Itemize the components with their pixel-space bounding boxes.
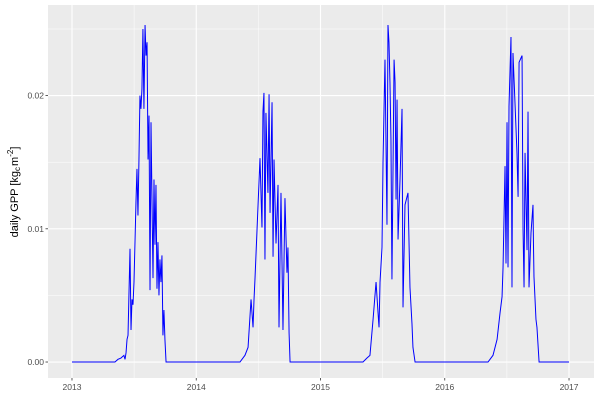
y-axis: 0.00 0.01 0.02 [27,91,44,367]
y-tick-label: 0.02 [27,91,44,101]
x-tick-label: 2016 [435,382,454,392]
x-tick-label: 2014 [187,382,206,392]
x-tick-label: 2013 [63,382,82,392]
x-tick-label: 2015 [311,382,330,392]
y-tick-label: 0.00 [27,357,44,367]
x-axis: 2013 2014 2015 2016 2017 [63,382,579,392]
y-tick-label: 0.01 [27,224,44,234]
y-axis-title: daily GPP [kgcm-2] [6,147,22,238]
gpp-series-line [71,24,570,363]
major-gridlines [48,5,594,378]
x-tick-label: 2017 [560,382,579,392]
